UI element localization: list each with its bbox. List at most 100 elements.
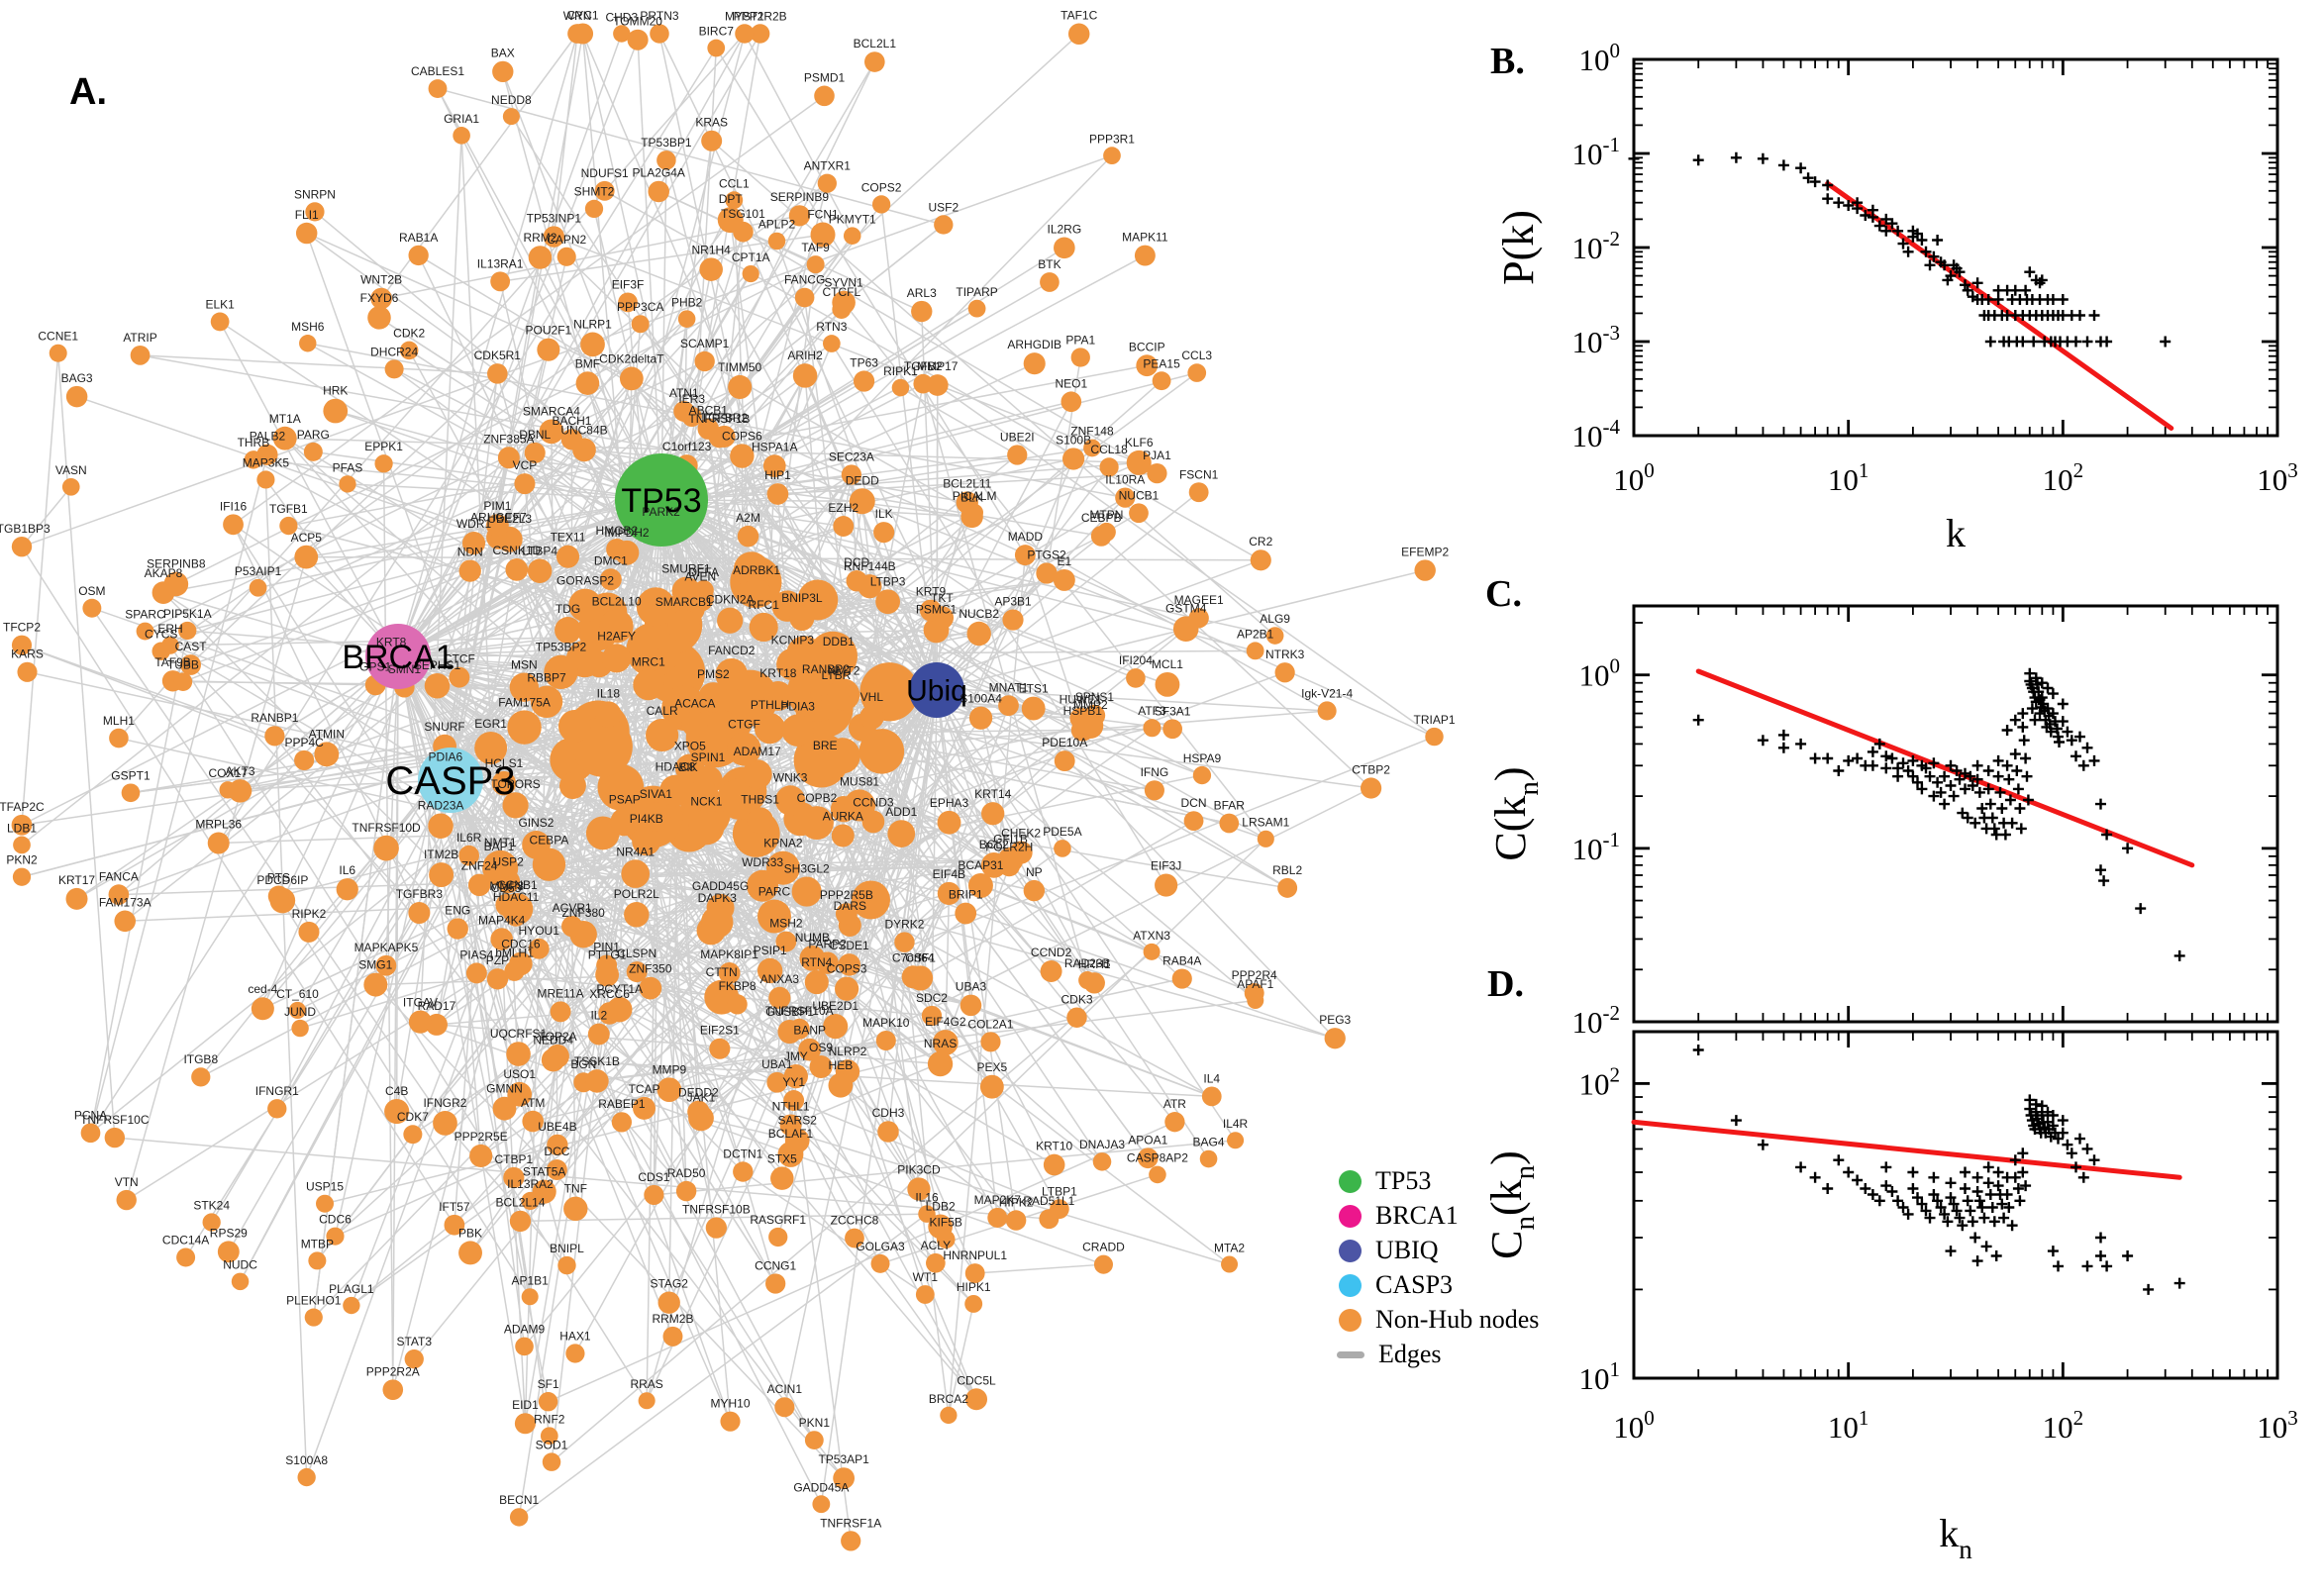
node-label: TGFB2 [904, 359, 943, 373]
node-label: CDK2deltaT [599, 352, 664, 366]
network-node [527, 558, 553, 583]
node-label: BACH1 [552, 414, 591, 428]
network-node [728, 374, 753, 400]
network-node [606, 996, 633, 1023]
network-node [299, 335, 317, 352]
network-node [565, 1344, 585, 1363]
network-node [223, 514, 244, 536]
node-label: AKT3 [225, 764, 254, 778]
network-node [762, 681, 793, 711]
node-label: NDN [457, 545, 483, 558]
y-axis-label: P(k) [1494, 210, 1543, 285]
network-node [967, 872, 993, 898]
node-label: HNRNPUL1 [943, 1248, 1007, 1262]
node-label: ZCCHC8 [831, 1214, 879, 1228]
network-node [1187, 363, 1207, 382]
hub-label-ubiq: Ubiq [906, 675, 967, 708]
node-label: UNC84B [560, 424, 607, 438]
node-label: RIPK2 [292, 907, 327, 921]
node-label: ALG9 [1260, 612, 1290, 626]
node-label: DNAJA3 [1079, 1138, 1125, 1151]
network-node [490, 271, 511, 292]
network-hubs [365, 453, 964, 813]
network-node [814, 85, 835, 107]
network-node [863, 51, 885, 72]
node-label: PEA15 [1143, 356, 1180, 370]
node-swatch-icon [1339, 1204, 1362, 1228]
node-label: XRCC6 [589, 987, 630, 1001]
network-node [844, 789, 876, 822]
network-node [1317, 701, 1337, 721]
node-label: IL13RA1 [477, 256, 524, 270]
legend-label: CASP3 [1375, 1270, 1454, 1299]
network-node [1219, 813, 1240, 834]
core-cluster-blob [851, 880, 890, 920]
node-label: TP53BP2 [536, 641, 587, 654]
plot-frame [1632, 1030, 2279, 1380]
network-node [1070, 348, 1090, 367]
network-node [980, 1032, 1001, 1052]
axis-ticks [1632, 1032, 2279, 1380]
network-node [11, 635, 33, 655]
tick-label: 10-3 [1572, 321, 1621, 359]
node-label: SMARCB1 [656, 595, 713, 609]
node-label: GRIA1 [444, 112, 479, 126]
node-label: AP3B1 [994, 594, 1032, 608]
node-label: FANCG [784, 273, 825, 287]
node-label: HDAC8 [656, 760, 696, 774]
y-axis-label: C(kn) [1486, 766, 1545, 860]
node-label: TNFRSF10C [80, 1113, 150, 1127]
network-node [11, 814, 33, 836]
node-label: CEBPA [530, 834, 569, 848]
network-node [524, 442, 546, 463]
node-label: USP15 [306, 1180, 344, 1194]
network-node [757, 899, 791, 934]
node-label: TAF1C [1060, 9, 1097, 23]
network-node [754, 713, 786, 745]
network-node [675, 1180, 697, 1202]
node-label: WRN [563, 9, 592, 23]
node-label: CCL3 [1181, 349, 1212, 362]
network-node [449, 666, 470, 688]
node-label: MAPKAPK5 [354, 941, 419, 954]
network-node [1126, 668, 1146, 688]
network-node [528, 938, 550, 959]
node-label: RRAS [630, 1377, 662, 1391]
network-node [742, 759, 772, 790]
network-node [648, 180, 669, 203]
network-node [639, 976, 662, 1000]
network-node [584, 199, 604, 219]
network-node [572, 23, 594, 45]
network-node [783, 1063, 808, 1089]
node-label: TP53BP1 [641, 136, 692, 150]
network-node [831, 824, 855, 848]
network-node [502, 792, 529, 819]
network-node [1171, 968, 1192, 989]
node-label: YY1 [782, 1075, 805, 1089]
node-label: JMY [784, 1049, 808, 1063]
node-label: LRSAM1 [1242, 816, 1289, 830]
scatter-points [1628, 151, 2172, 348]
node-label: KRT10 [1036, 1140, 1072, 1153]
network-node [429, 862, 454, 888]
network-node [955, 902, 977, 925]
node-label: CCND3 [853, 796, 894, 810]
network-node [921, 1005, 943, 1027]
node-label: IL13RA2 [507, 1177, 554, 1191]
network-node [231, 1272, 250, 1291]
node-label: RAB4A [1162, 953, 1201, 967]
network-node [1005, 1210, 1027, 1231]
network-node [495, 893, 519, 917]
network-node [595, 701, 622, 728]
node-label: BRCA2 [929, 1392, 968, 1406]
node-label: BCL2 [979, 838, 1009, 851]
legend-item-brca1: BRCA1 [1339, 1201, 1539, 1230]
node-label: CCNB1 [497, 878, 538, 892]
network-node [1250, 549, 1271, 571]
network-node [594, 180, 615, 201]
network-node [228, 779, 252, 803]
network-node [614, 540, 640, 565]
node-label: CT_610 [276, 987, 319, 1001]
network-node [681, 711, 708, 738]
node-label: S100A4 [960, 692, 1002, 706]
